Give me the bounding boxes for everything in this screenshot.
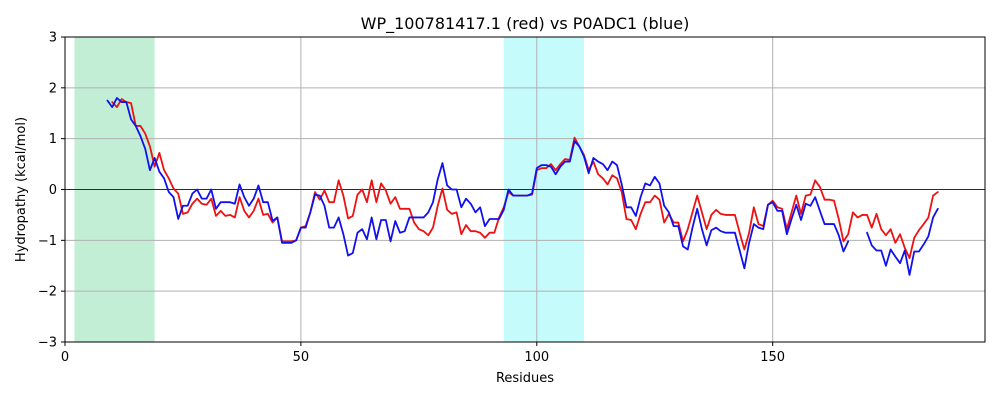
y-tick-label: −3 (38, 336, 57, 351)
y-tick-label: 2 (49, 81, 57, 96)
x-axis-label: Residues (496, 371, 554, 386)
series-lines (106, 97, 939, 276)
y-tick-label: 3 (49, 31, 57, 46)
series-2-line-segment-1 (106, 97, 850, 270)
x-tick-label: 150 (760, 350, 785, 365)
y-tick-label: 0 (49, 183, 57, 198)
y-axis-label: Hydropathy (kcal/mol) (14, 117, 29, 262)
x-tick-label: 50 (293, 350, 310, 365)
y-tick-label: 1 (49, 132, 57, 147)
x-tick-label: 100 (524, 350, 549, 365)
y-tick-label: −2 (38, 285, 57, 300)
axis-ticks: 0 50 100 150 −3 −2 −1 0 1 2 3 (38, 31, 785, 366)
y-tick-label: −1 (38, 234, 57, 249)
series-2-line-segment-2 (866, 207, 939, 276)
chart-title: WP_100781417.1 (red) vs P0ADC1 (blue) (361, 14, 690, 34)
x-tick-label: 0 (61, 350, 69, 365)
